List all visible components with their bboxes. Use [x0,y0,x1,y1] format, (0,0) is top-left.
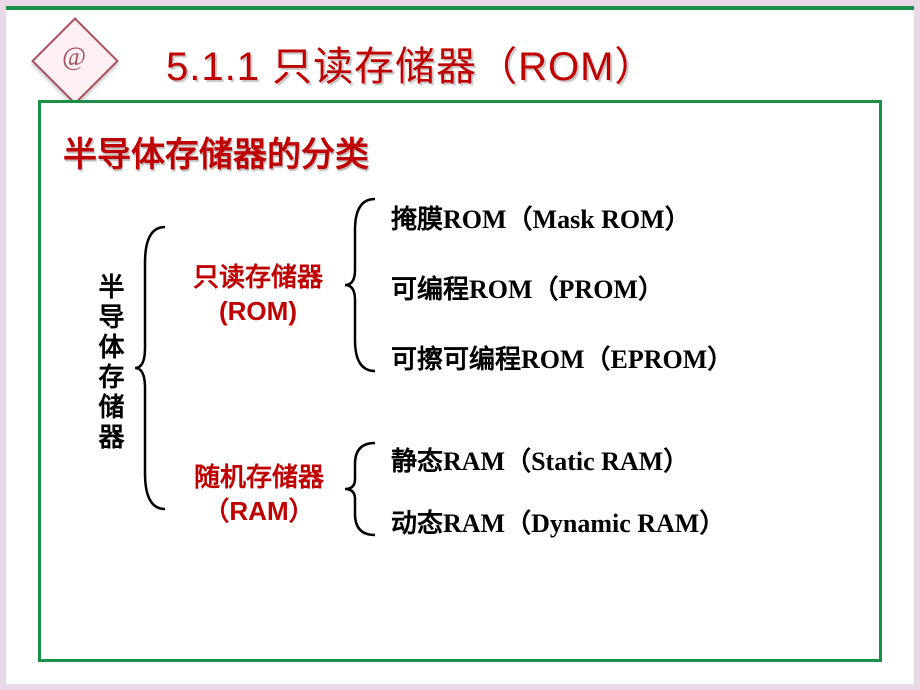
category-rom-line1: 只读存储器 [173,261,343,295]
slide-container: @ 5.1.1 只读存储器（ROM） 半导体存储器的分类 半导体存储器 只读存储… [6,6,914,684]
category-rom: 只读存储器 (ROM) [173,261,343,329]
category-ram-line2: （RAM） [179,495,339,529]
slide-title: 5.1.1 只读存储器（ROM） [166,34,655,92]
content-frame: 半导体存储器的分类 半导体存储器 只读存储器 (ROM) 随机存储器 （RAM）… [38,100,882,662]
brace-ram [343,439,383,539]
leaf-dynamic-ram: 动态RAM（Dynamic RAM） [391,503,725,540]
category-ram: 随机存储器 （RAM） [179,461,339,529]
at-symbol: @ [62,42,86,72]
leaf-static-ram: 静态RAM（Static RAM） [391,441,689,478]
leaf-eprom: 可擦可编程ROM（EPROM） [391,339,733,376]
top-accent-bar [6,6,914,10]
brace-rom [343,195,383,375]
leaf-mask-rom: 掩膜ROM（Mask ROM） [391,199,691,236]
subtitle: 半导体存储器的分类 [63,127,369,176]
category-ram-line1: 随机存储器 [179,461,339,495]
category-rom-line2: (ROM) [173,295,343,329]
root-label: 半导体存储器 [91,273,128,453]
brace-root [133,223,173,513]
leaf-prom: 可编程ROM（PROM） [391,269,664,306]
